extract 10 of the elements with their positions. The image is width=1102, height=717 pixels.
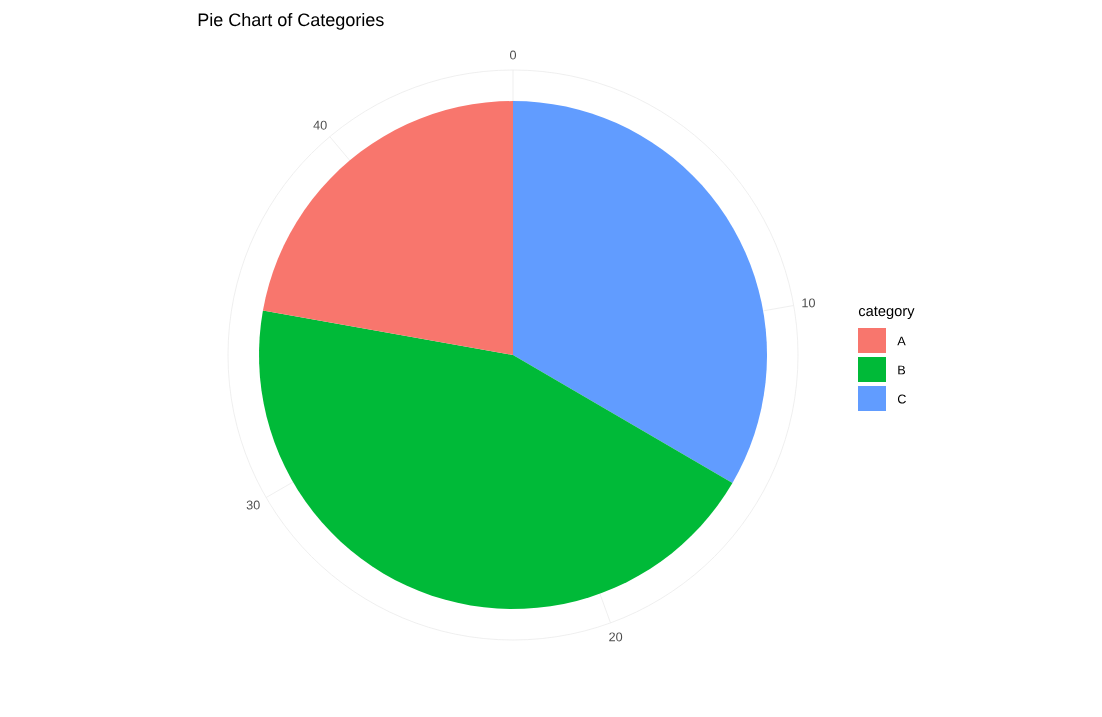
legend-label: C <box>897 394 906 404</box>
legend-label: A <box>897 336 906 346</box>
legend-title: category <box>858 306 915 320</box>
text: 40 <box>313 120 327 130</box>
chart-title: Pie Chart of Categories <box>198 12 384 30</box>
text: 20 <box>609 632 623 642</box>
text: 30 <box>246 500 260 510</box>
text: 0 <box>509 50 517 60</box>
legend-label: B <box>898 365 906 375</box>
text: 10 <box>802 298 815 308</box>
